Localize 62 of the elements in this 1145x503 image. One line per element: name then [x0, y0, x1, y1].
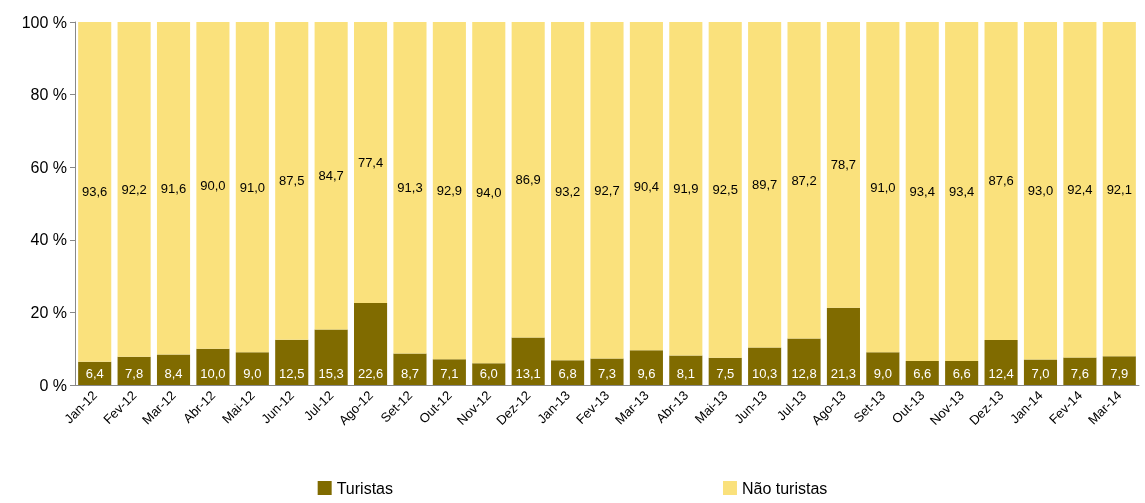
data-label: 93,0 [1027, 183, 1054, 199]
data-label: 92,9 [436, 183, 463, 199]
data-label: 91,6 [160, 180, 187, 196]
y-tick-label: 100 % [21, 13, 67, 31]
data-label: 89,7 [751, 177, 778, 193]
data-label: 7,6 [1070, 366, 1089, 381]
data-label: 15,3 [318, 366, 344, 381]
data-label: 78,7 [830, 157, 857, 173]
data-label: 92,7 [594, 182, 620, 198]
data-label: 10,0 [200, 366, 226, 381]
data-label: 91,3 [397, 180, 423, 196]
data-label: 84,7 [318, 168, 344, 184]
data-label: 90,0 [200, 177, 226, 193]
data-label: 7,8 [125, 366, 144, 381]
data-label: 87,5 [279, 173, 305, 189]
data-label: 6,6 [913, 366, 932, 381]
data-label: 9,0 [243, 366, 262, 381]
data-label: 92,4 [1067, 182, 1093, 198]
data-label: 87,2 [791, 172, 817, 188]
data-label: 77,4 [357, 154, 384, 170]
data-label: 92,1 [1106, 181, 1132, 197]
data-label: 13,1 [515, 366, 541, 381]
data-label: 8,1 [676, 366, 695, 381]
data-label: 6,8 [558, 366, 577, 381]
y-tick-label: 40 % [30, 231, 67, 249]
data-label: 86,9 [515, 172, 541, 188]
data-label: 7,3 [597, 366, 617, 381]
data-label: 8,7 [400, 366, 419, 381]
y-tick-label: 20 % [30, 303, 67, 321]
data-label: 93,4 [909, 184, 935, 200]
data-label: 94,0 [476, 185, 502, 201]
data-label: 87,6 [988, 173, 1014, 189]
data-label: 12,5 [279, 366, 305, 381]
data-label: 90,4 [633, 178, 660, 194]
data-label: 92,2 [121, 181, 147, 197]
data-label: 91,0 [870, 179, 896, 195]
data-label: 9,0 [873, 366, 892, 381]
data-label: 93,6 [82, 184, 108, 200]
data-label: 92,5 [712, 182, 738, 198]
data-label: 93,2 [554, 183, 581, 199]
data-label: 91,9 [673, 181, 699, 197]
legend-label: Não turistas [741, 479, 828, 497]
y-tick-label: 60 % [30, 158, 67, 176]
data-label: 7,0 [1031, 366, 1050, 381]
y-tick-label: 80 % [30, 86, 67, 104]
data-label: 8,4 [164, 366, 183, 381]
legend-label: Turistas [336, 479, 393, 497]
data-label: 7,9 [1110, 366, 1129, 381]
data-label: 7,5 [716, 366, 735, 381]
data-label: 6,6 [952, 366, 971, 381]
data-label: 12,8 [791, 366, 817, 381]
data-label: 9,6 [637, 366, 656, 381]
data-label: 12,4 [988, 366, 1014, 381]
data-label: 22,6 [357, 366, 384, 381]
data-label: 6,4 [85, 366, 104, 381]
y-tick-label: 0 % [39, 376, 67, 394]
data-label: 91,0 [239, 179, 265, 195]
data-label: 6,0 [479, 366, 498, 381]
data-label: 21,3 [830, 366, 857, 381]
data-label: 93,4 [949, 184, 975, 200]
data-label: 10,3 [751, 366, 778, 381]
data-label: 7,1 [440, 366, 459, 381]
